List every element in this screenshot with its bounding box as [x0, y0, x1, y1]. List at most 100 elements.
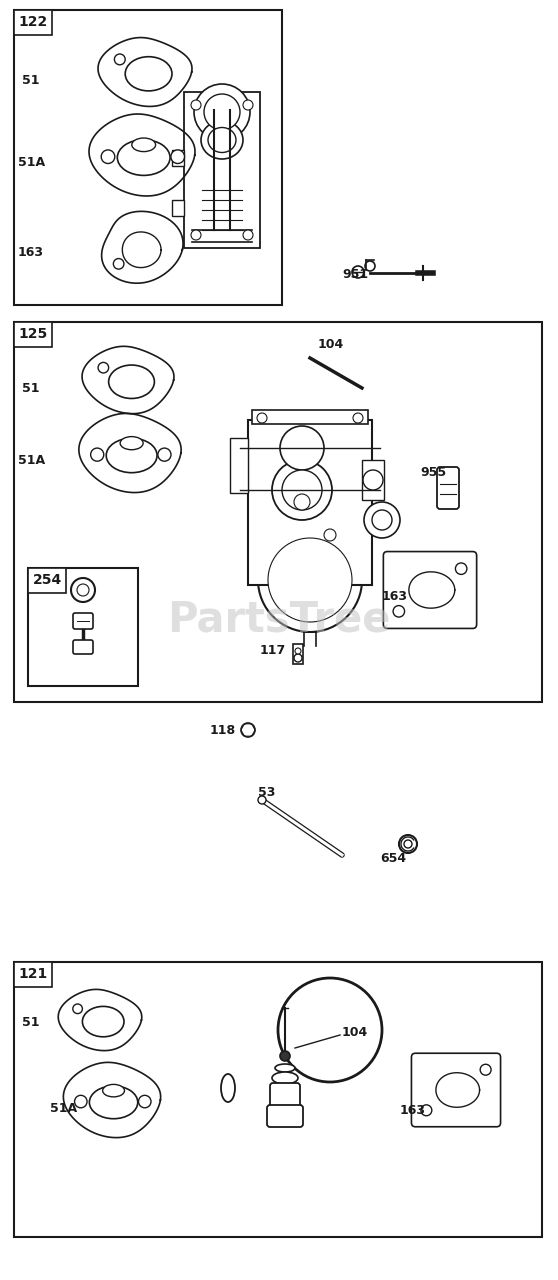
Circle shape — [294, 654, 302, 662]
Circle shape — [365, 261, 375, 271]
Circle shape — [73, 1004, 83, 1014]
Circle shape — [363, 470, 383, 490]
Bar — [172, 150, 184, 166]
Text: 163: 163 — [18, 247, 44, 260]
Circle shape — [455, 563, 467, 575]
Text: 104: 104 — [342, 1025, 368, 1038]
FancyBboxPatch shape — [411, 1053, 501, 1126]
Text: 51A: 51A — [18, 453, 45, 466]
Polygon shape — [82, 347, 174, 413]
Bar — [14, 323, 542, 701]
Circle shape — [258, 527, 362, 632]
Polygon shape — [98, 37, 192, 106]
Circle shape — [278, 978, 382, 1082]
Bar — [14, 10, 282, 305]
Bar — [14, 323, 52, 347]
Text: 51: 51 — [22, 1015, 40, 1029]
Ellipse shape — [109, 365, 155, 398]
Text: 51: 51 — [22, 381, 40, 394]
FancyBboxPatch shape — [270, 1083, 300, 1111]
Circle shape — [75, 1096, 87, 1107]
Circle shape — [404, 840, 412, 847]
Text: 104: 104 — [318, 338, 344, 352]
Polygon shape — [436, 1073, 479, 1107]
Text: PartsTree: PartsTree — [167, 599, 391, 641]
Text: 117: 117 — [260, 644, 286, 657]
Circle shape — [98, 362, 109, 372]
Circle shape — [272, 460, 332, 520]
Text: 51: 51 — [22, 73, 40, 87]
Polygon shape — [122, 232, 161, 268]
Ellipse shape — [208, 128, 236, 152]
Circle shape — [399, 835, 417, 852]
Circle shape — [372, 509, 392, 530]
Bar — [14, 963, 542, 1236]
Circle shape — [113, 259, 124, 269]
Ellipse shape — [103, 1084, 124, 1097]
Circle shape — [204, 93, 240, 131]
Circle shape — [294, 494, 310, 509]
Circle shape — [241, 723, 255, 737]
Circle shape — [352, 266, 364, 278]
Circle shape — [71, 579, 95, 602]
Text: 125: 125 — [18, 328, 47, 342]
Bar — [293, 644, 303, 664]
Text: 654: 654 — [380, 851, 406, 864]
Text: 51A: 51A — [50, 1102, 77, 1115]
Circle shape — [171, 150, 185, 164]
FancyBboxPatch shape — [73, 613, 93, 628]
Circle shape — [421, 1105, 432, 1116]
Circle shape — [90, 448, 104, 461]
Polygon shape — [64, 1062, 161, 1138]
Polygon shape — [79, 413, 181, 493]
Circle shape — [480, 1064, 491, 1075]
Circle shape — [138, 1096, 151, 1107]
Bar — [184, 92, 260, 248]
Circle shape — [243, 230, 253, 241]
Bar — [28, 568, 138, 686]
Ellipse shape — [117, 140, 170, 175]
Polygon shape — [58, 989, 142, 1051]
FancyBboxPatch shape — [437, 467, 459, 509]
Text: 163: 163 — [382, 590, 408, 603]
Circle shape — [268, 538, 352, 622]
Circle shape — [101, 150, 115, 164]
Circle shape — [353, 413, 363, 422]
Circle shape — [158, 448, 171, 461]
Circle shape — [77, 584, 89, 596]
Ellipse shape — [272, 1073, 298, 1084]
Polygon shape — [409, 572, 455, 608]
Bar — [230, 438, 248, 493]
FancyBboxPatch shape — [383, 552, 477, 628]
Text: 163: 163 — [400, 1103, 426, 1116]
Circle shape — [364, 502, 400, 538]
Circle shape — [194, 84, 250, 140]
Circle shape — [324, 529, 336, 541]
Bar — [252, 410, 368, 424]
Text: 955: 955 — [420, 466, 446, 479]
Circle shape — [191, 230, 201, 241]
Circle shape — [295, 648, 301, 654]
Ellipse shape — [221, 1074, 235, 1102]
Circle shape — [280, 1051, 290, 1061]
Bar — [28, 568, 66, 593]
Ellipse shape — [89, 1085, 138, 1119]
Circle shape — [282, 470, 322, 509]
Ellipse shape — [275, 1064, 295, 1073]
Text: 53: 53 — [258, 786, 276, 799]
Bar — [172, 200, 184, 216]
FancyBboxPatch shape — [73, 640, 93, 654]
Bar — [362, 460, 384, 500]
Polygon shape — [102, 211, 183, 283]
Text: 118: 118 — [210, 723, 236, 736]
Ellipse shape — [201, 122, 243, 159]
Circle shape — [114, 54, 125, 65]
Bar — [14, 10, 52, 35]
Text: 951: 951 — [342, 268, 368, 280]
Text: 51A: 51A — [18, 155, 45, 169]
Text: 121: 121 — [18, 968, 47, 982]
Ellipse shape — [120, 436, 143, 449]
Ellipse shape — [132, 138, 156, 151]
Bar — [248, 420, 372, 585]
Text: 122: 122 — [18, 15, 47, 29]
